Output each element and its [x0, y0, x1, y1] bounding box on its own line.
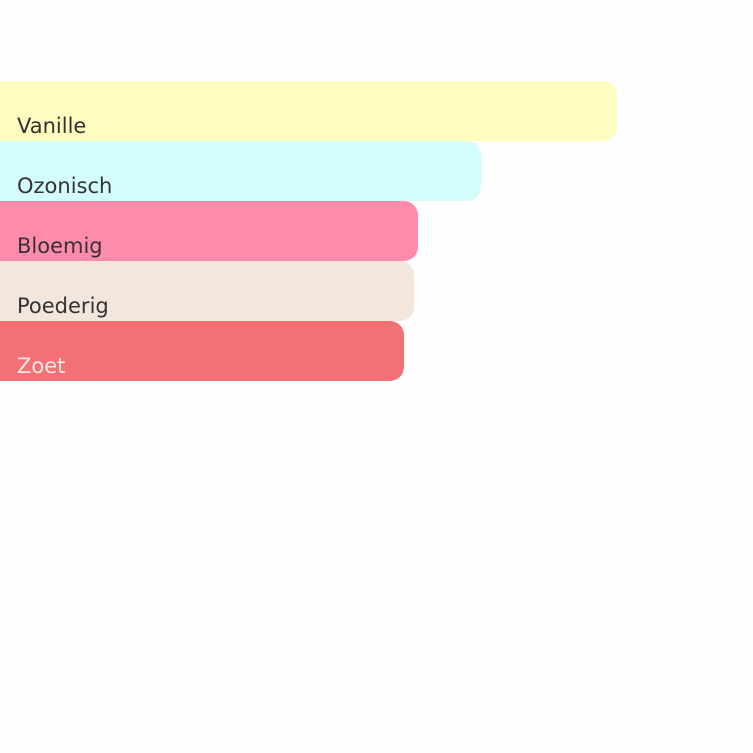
accords-bar-chart: Vanille Ozonisch Bloemig Poederig Zoet [0, 81, 617, 381]
accord-label: Vanille [17, 114, 87, 138]
accord-bar-zoet: Zoet [0, 321, 405, 381]
accord-bar-bloemig: Bloemig [0, 201, 418, 261]
accord-label: Zoet [17, 354, 66, 378]
accord-bar-poederig: Poederig [0, 261, 414, 321]
accord-bar-ozonisch: Ozonisch [0, 141, 482, 201]
accord-label: Bloemig [17, 234, 103, 258]
accord-label: Ozonisch [17, 174, 113, 198]
accord-bar-vanille: Vanille [0, 81, 617, 141]
accord-label: Poederig [17, 294, 109, 318]
